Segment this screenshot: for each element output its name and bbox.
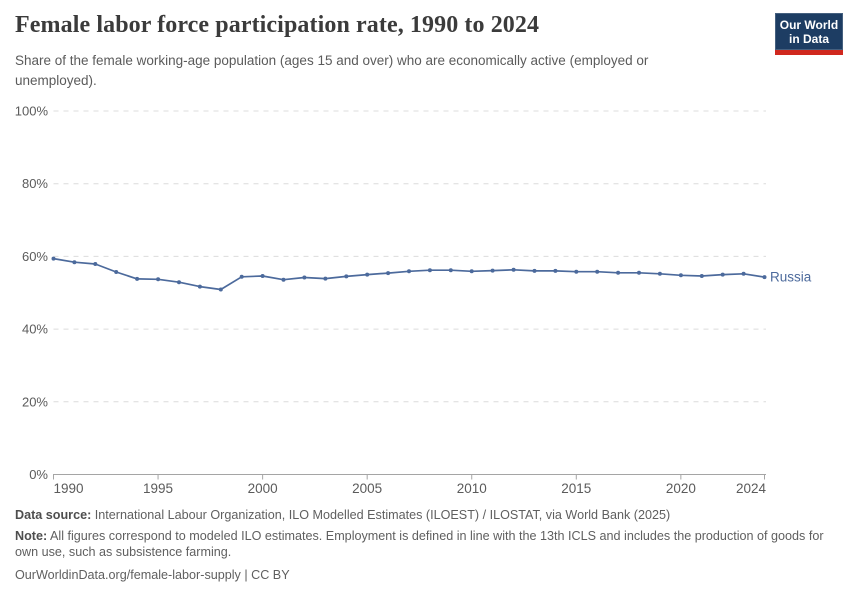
y-axis-label-60: 60% [22,249,48,264]
data-point-1996[interactable] [177,280,181,285]
data-point-2002[interactable] [302,275,307,280]
data-point-1994[interactable] [135,276,140,281]
data-source-text: International Labour Organization, ILO M… [94,508,671,522]
russia-line-series[interactable] [52,257,766,291]
x-axis-label-2024: 2024 [736,481,767,496]
data-point-2016[interactable] [595,269,600,274]
x-axis-label-2000: 2000 [248,481,278,496]
chart-title: Female labor force participation rate, 1… [15,12,540,38]
data-point-2011[interactable] [490,268,495,273]
data-point-2024[interactable] [762,275,767,280]
x-axis-label-2015: 2015 [561,481,591,496]
data-source-label: Data source: [15,508,92,522]
owid-logo-line2: in Data [788,31,829,46]
owid-logo[interactable]: Our World in Data [775,13,843,55]
data-point-2013[interactable] [532,268,537,273]
citation-line: OurWorldinData.org/female-labor-supply |… [15,568,290,583]
note-label: Note: [15,528,48,543]
x-axis-label-2010: 2010 [457,481,487,496]
data-point-1990[interactable] [51,256,56,261]
chart-footer: Data source: International Labour Organi… [15,507,837,588]
data-point-1995[interactable] [156,277,161,282]
x-axis-label-1990: 1990 [54,481,84,496]
data-point-2009[interactable] [448,268,453,273]
data-point-1999[interactable] [239,274,244,279]
chart-subtitle: Share of the female working-age populati… [15,53,649,88]
data-point-2021[interactable] [699,274,704,278]
owid-logo-text: Our World in Data [780,18,838,46]
series-label-russia[interactable]: Russia [770,270,812,285]
data-point-1997[interactable] [197,284,202,289]
data-point-2017[interactable] [616,270,621,275]
x-axis-label-1995: 1995 [143,481,173,496]
data-point-2012[interactable] [511,267,516,272]
y-axis-label-0: 0% [29,467,48,482]
note-text: All figures correspond to modeled ILO es… [15,528,824,560]
data-point-2018[interactable] [637,270,641,275]
data-point-2000[interactable] [260,274,265,278]
data-point-1993[interactable] [114,270,119,274]
data-point-1992[interactable] [93,262,98,266]
y-axis-label-40: 40% [22,322,48,337]
data-point-2004[interactable] [344,274,349,279]
data-point-2010[interactable] [469,269,474,274]
note-line: Note: All figures correspond to modeled … [15,528,837,561]
data-point-1998[interactable] [218,287,223,292]
y-axis-label-20: 20% [22,394,48,409]
data-point-2019[interactable] [657,271,662,276]
data-point-2001[interactable] [281,277,286,282]
data-point-2015[interactable] [574,269,579,274]
y-axis-label-80: 80% [22,176,48,191]
x-axis-label-2005: 2005 [352,481,382,496]
owid-logo-line1: Our World [779,17,839,32]
data-point-2008[interactable] [427,268,432,273]
data-point-2007[interactable] [407,269,411,274]
line-chart-canvas[interactable]: 0% 20% 40% 60% 80% 100% 1990 1995 2000 2005 2010 20… [0,95,850,505]
data-point-2014[interactable] [553,268,558,273]
data-point-2005[interactable] [365,272,370,277]
x-axis-label-2020: 2020 [666,481,696,496]
data-point-2023[interactable] [741,271,746,276]
data-point-2020[interactable] [678,273,683,278]
data-point-2022[interactable] [720,272,725,277]
data-source-line: Data source: International Labour Organi… [15,507,837,524]
data-point-2006[interactable] [386,271,391,276]
data-point-1991[interactable] [72,260,77,265]
data-point-2003[interactable] [323,276,328,281]
y-axis-label-100: 100% [15,104,49,119]
